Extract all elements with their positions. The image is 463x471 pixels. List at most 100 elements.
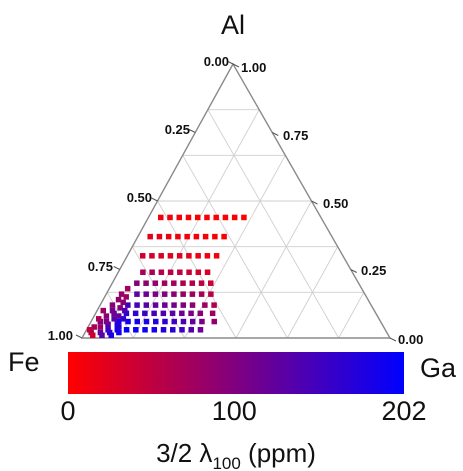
data-point — [158, 253, 164, 259]
data-point — [170, 327, 176, 333]
right-tick-label: 0.25 — [361, 263, 386, 278]
data-point — [180, 302, 187, 308]
right-tick-label: 0.75 — [283, 128, 308, 143]
data-point — [152, 280, 159, 286]
data-point — [176, 214, 182, 221]
data-point — [186, 269, 192, 275]
ternary-grid — [106, 109, 365, 339]
data-point — [241, 214, 247, 221]
data-point — [213, 253, 220, 259]
data-point — [123, 294, 129, 300]
data-point — [160, 310, 167, 317]
data-point — [212, 233, 218, 240]
data-point — [175, 233, 181, 240]
right-tick-label: 0.00 — [398, 332, 423, 347]
data-point — [143, 291, 149, 297]
data-point — [167, 269, 174, 275]
data-point — [198, 280, 205, 286]
data-point — [188, 310, 194, 317]
colorbar-tick-label: 202 — [381, 396, 426, 426]
data-point — [115, 296, 122, 303]
data-point — [142, 310, 148, 317]
data-point — [122, 307, 128, 314]
data-point — [180, 318, 187, 325]
grid-line-ga — [235, 200, 312, 339]
grid-line-ga — [338, 292, 365, 339]
grid-line-ga — [132, 109, 260, 339]
data-point — [189, 302, 196, 308]
data-point — [180, 291, 186, 297]
data-point — [152, 302, 159, 308]
data-point — [202, 233, 209, 240]
data-point — [171, 291, 177, 297]
data-point — [158, 214, 164, 221]
data-point — [208, 291, 214, 297]
data-point — [143, 302, 150, 308]
data-point — [108, 332, 114, 339]
data-point — [180, 280, 186, 286]
colorbar-title-suffix: (ppm) — [241, 438, 316, 468]
grid-line-fe — [182, 155, 288, 339]
colorbar-title-prefix: 3/2 λ — [156, 438, 212, 468]
data-point — [103, 313, 110, 319]
data-point — [134, 318, 141, 325]
right-tick-mark — [350, 269, 357, 273]
left-tick-label: 0.75 — [88, 259, 113, 274]
colorbar-title-subscript: 100 — [212, 454, 240, 471]
data-point — [195, 253, 201, 259]
left-edge-tick-labels: 0.00 0.25 0.50 0.75 1.00 — [48, 54, 229, 343]
data-point — [167, 214, 173, 221]
data-point — [213, 214, 219, 221]
data-point — [161, 291, 168, 297]
data-point — [171, 302, 177, 308]
data-point — [91, 324, 97, 330]
data-point — [184, 233, 190, 240]
data-point — [177, 269, 183, 275]
data-point — [143, 318, 150, 325]
left-tick-label: 0.00 — [204, 54, 229, 69]
data-point — [120, 316, 127, 322]
data-point — [134, 280, 140, 286]
data-point — [194, 214, 201, 221]
left-tick-mark — [226, 60, 234, 65]
data-point — [116, 329, 122, 336]
data-point — [124, 285, 131, 292]
data-point — [162, 318, 168, 325]
right-tick-mark — [389, 337, 397, 342]
left-tick-mark — [113, 266, 120, 270]
left-tick-label: 0.25 — [165, 122, 190, 137]
data-point — [123, 327, 130, 333]
data-point — [167, 253, 174, 259]
data-point — [221, 233, 227, 240]
colorbar-title: 3/2 λ100 (ppm) — [156, 438, 316, 471]
data-point — [149, 253, 155, 259]
data-point — [158, 269, 165, 275]
data-point — [143, 280, 149, 286]
data-point — [222, 214, 229, 221]
data-point — [188, 327, 194, 333]
data-point — [179, 327, 185, 333]
right-edge-tick-labels: 1.00 0.75 0.50 0.25 0.00 — [241, 60, 423, 347]
data-point — [160, 327, 167, 333]
data-point — [152, 291, 159, 297]
right-tick-label: 1.00 — [241, 60, 266, 75]
vertex-label-top: Al — [221, 10, 245, 40]
data-point — [204, 253, 211, 259]
data-point — [197, 310, 204, 317]
data-point — [169, 310, 176, 317]
data-point — [117, 305, 123, 311]
left-tick-mark — [189, 129, 196, 133]
ternary-tick-marks — [75, 60, 397, 342]
data-point — [134, 302, 140, 308]
data-point — [208, 280, 214, 286]
data-point — [90, 332, 96, 339]
data-point — [165, 233, 172, 240]
data-point — [125, 302, 131, 308]
data-point — [176, 253, 183, 259]
left-tick-mark — [75, 334, 83, 339]
data-point — [118, 291, 125, 297]
data-point — [185, 214, 192, 221]
data-point — [171, 318, 177, 325]
vertex-label-left: Fe — [8, 347, 40, 377]
